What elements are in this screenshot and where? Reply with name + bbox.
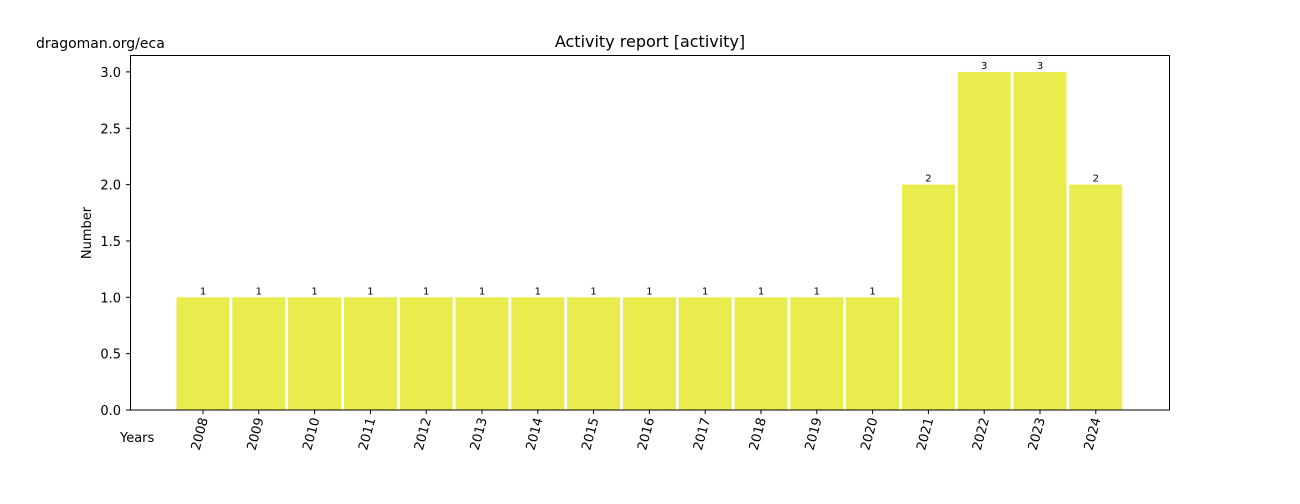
bar-2010 xyxy=(288,297,342,410)
x-tick-label-2018: 2018 xyxy=(747,416,770,452)
x-tick-label-2020: 2020 xyxy=(858,416,881,452)
bar-2008 xyxy=(176,297,230,410)
x-tick-label-2024: 2024 xyxy=(1082,416,1105,452)
data-label-2013: 1 xyxy=(479,286,485,297)
data-label-2011: 1 xyxy=(367,286,373,297)
x-tick-label-2014: 2014 xyxy=(524,416,547,452)
x-tick-label-2015: 2015 xyxy=(579,416,602,452)
bar-2023 xyxy=(1013,71,1067,411)
y-tick-label: 0.5 xyxy=(100,348,121,363)
chart-title: Activity report [activity] xyxy=(555,32,745,51)
data-label-2015: 1 xyxy=(590,286,596,297)
data-label-2019: 1 xyxy=(814,286,820,297)
data-label-2022: 3 xyxy=(981,61,987,72)
data-label-2024: 2 xyxy=(1093,174,1099,185)
data-label-2010: 1 xyxy=(311,286,317,297)
y-tick-label: 2.0 xyxy=(100,179,121,194)
bar-2020 xyxy=(846,297,900,410)
x-tick-label-2023: 2023 xyxy=(1026,416,1049,452)
x-tick-label-2021: 2021 xyxy=(914,416,937,452)
x-tick-label-2009: 2009 xyxy=(245,416,268,452)
x-tick-label-2011: 2011 xyxy=(356,416,379,452)
x-tick-label-2019: 2019 xyxy=(803,416,826,452)
y-tick-label: 3.0 xyxy=(100,66,121,81)
bar-2012 xyxy=(399,297,453,410)
y-tick-label: 1.0 xyxy=(100,291,121,306)
data-label-2008: 1 xyxy=(200,286,206,297)
x-tick-label-2022: 2022 xyxy=(970,416,993,452)
x-tick-label-2017: 2017 xyxy=(691,416,714,452)
y-axis-label: Number xyxy=(80,206,95,259)
x-tick-label-2016: 2016 xyxy=(635,416,658,452)
bar-2011 xyxy=(343,297,397,410)
bar-2018 xyxy=(734,297,788,410)
data-label-2023: 3 xyxy=(1037,61,1043,72)
bar-2021 xyxy=(901,184,955,410)
bar-2016 xyxy=(622,297,676,410)
data-label-2021: 2 xyxy=(925,174,931,185)
bar-2019 xyxy=(790,297,844,410)
bar-2017 xyxy=(678,297,732,410)
bar-2009 xyxy=(232,297,286,410)
y-tick-label: 1.5 xyxy=(100,235,121,250)
data-label-2017: 1 xyxy=(702,286,708,297)
data-label-2020: 1 xyxy=(869,286,875,297)
y-tick-label: 2.5 xyxy=(100,122,121,137)
x-tick-label-2008: 2008 xyxy=(189,416,212,452)
bar-2024 xyxy=(1069,184,1123,410)
bar-2022 xyxy=(957,71,1011,411)
plot-frame xyxy=(130,55,1170,411)
data-label-2012: 1 xyxy=(423,286,429,297)
data-label-2016: 1 xyxy=(646,286,652,297)
bar-2013 xyxy=(455,297,509,410)
x-tick-label-2010: 2010 xyxy=(300,416,323,452)
x-axis-label: Years xyxy=(119,431,155,446)
x-tick-label-2013: 2013 xyxy=(468,416,491,452)
y-tick-label: 0.0 xyxy=(100,404,121,419)
x-tick-label-2012: 2012 xyxy=(412,416,435,452)
bar-2014 xyxy=(511,297,565,410)
watermark: dragoman.org/eca xyxy=(36,36,165,52)
data-label-2014: 1 xyxy=(535,286,541,297)
data-label-2009: 1 xyxy=(256,286,262,297)
data-label-2018: 1 xyxy=(758,286,764,297)
bar-2015 xyxy=(567,297,621,410)
